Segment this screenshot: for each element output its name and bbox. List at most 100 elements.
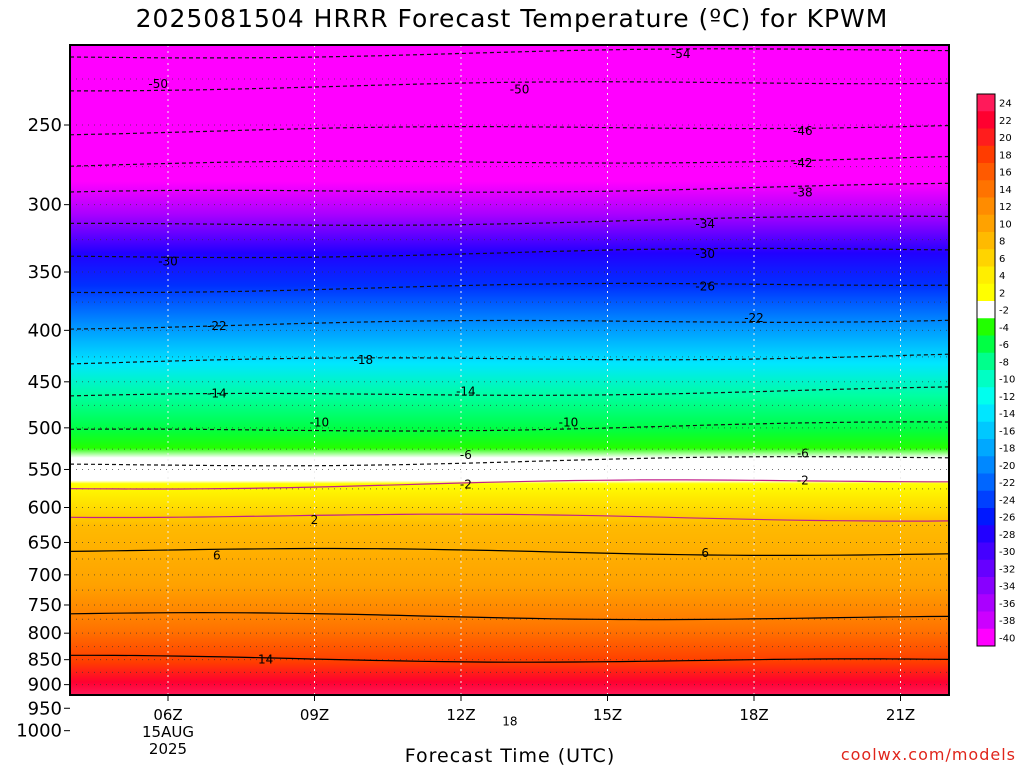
colorbar-label: 20 [999, 133, 1012, 144]
isotherm-label: 2 [311, 513, 319, 527]
isotherm-label: -30 [695, 247, 715, 261]
isotherm-label: -10 [310, 416, 330, 430]
colorbar-swatch [977, 352, 995, 371]
colorbar-swatch [977, 128, 995, 147]
colorbar-swatch [977, 404, 995, 423]
colorbar-legend: 24 22 20 18 16 14 12 10 8 6 4 2 -2 -4 -6 -8 -10 -12 -14 -16… [976, 93, 1015, 647]
colorbar-label: -6 [999, 340, 1009, 351]
y-tick-label: 450 [28, 372, 62, 393]
colorbar-label: 16 [999, 168, 1012, 179]
colorbar-label: 24 [999, 99, 1012, 110]
isotherm-line [70, 479, 949, 490]
time-gridlines [167, 45, 901, 695]
isotherm-label: -50 [510, 83, 530, 97]
isotherm-label: -14 [207, 386, 227, 400]
colorbar-label: 8 [999, 237, 1005, 248]
y-axis-ticks: 250 300 350 400 450 500 550 600 650 700 750 800 850 9… [16, 115, 70, 742]
x-tick-date-label: 15AUG [142, 723, 194, 741]
colorbar-label: -36 [999, 599, 1015, 610]
colorbar-label: 18 [999, 150, 1012, 161]
colorbar-swatch [977, 490, 995, 509]
isotherm-label: -2 [797, 474, 809, 488]
isotherm-label: -38 [793, 185, 813, 199]
isotherm-line [70, 611, 949, 621]
colorbar-swatch [977, 145, 995, 164]
colorbar-label: 2 [999, 288, 1005, 299]
x-tick-label: 12Z [446, 706, 475, 724]
x-tick-label: 18Z [739, 706, 768, 724]
colorbar-swatch [977, 197, 995, 216]
isotherm-label: -22 [207, 319, 227, 333]
colorbar-label: -8 [999, 357, 1009, 368]
y-tick-label: 300 [28, 195, 62, 216]
chart-title: 2025081504 HRRR Forecast Temperature (ºC… [135, 4, 889, 33]
isotherm-label: -26 [695, 280, 715, 294]
isotherm-label: -22 [744, 311, 764, 325]
x-tick-label: 06Z [153, 706, 182, 724]
y-tick-label: 350 [28, 262, 62, 283]
colorbar-label: -34 [999, 582, 1015, 593]
isotherm-label: -50 [148, 77, 168, 91]
colorbar-swatch [977, 525, 995, 543]
colorbar-label: -12 [999, 392, 1015, 403]
isotherm-label: -18 [354, 353, 374, 367]
isotherm-label: 6 [213, 548, 221, 562]
colorbar-label: -24 [999, 495, 1015, 506]
pressure-gridlines [70, 78, 949, 686]
colorbar-label: -2 [999, 306, 1009, 317]
isotherm-line [70, 547, 949, 556]
isotherm-label: 6 [701, 546, 709, 560]
colorbar-label: -32 [999, 564, 1015, 575]
colorbar-swatch [977, 508, 995, 526]
y-tick-label: 550 [28, 459, 62, 480]
colorbar-label: 12 [999, 202, 1012, 213]
isotherm-line [70, 654, 949, 663]
colorbar-label: -26 [999, 513, 1015, 524]
colorbar-swatch [977, 214, 995, 233]
colorbar-swatch [977, 439, 995, 457]
isotherm-label: -34 [695, 217, 715, 231]
colorbar-label: 6 [999, 254, 1005, 265]
y-tick-label: 500 [28, 418, 62, 439]
colorbar-label: 22 [999, 116, 1012, 127]
colorbar-label: -40 [999, 633, 1015, 644]
x-tick-label: 21Z [886, 706, 915, 724]
colorbar-swatch [977, 628, 995, 647]
colorbar-label: 4 [999, 271, 1005, 282]
y-tick-label: 600 [28, 497, 62, 518]
credit-link[interactable]: coolwx.com/models [840, 745, 1016, 764]
y-tick-label: 900 [28, 675, 62, 696]
plot-frame [69, 44, 950, 696]
colorbar-swatch [977, 180, 995, 198]
isotherm-label: -46 [793, 124, 813, 138]
colorbar-swatch [977, 577, 995, 595]
x-tick-label: 15Z [593, 706, 622, 724]
colorbar-label: -38 [999, 616, 1015, 627]
isotherm-contours [70, 48, 949, 663]
colorbar-swatch [977, 111, 995, 129]
colorbar-label: 10 [999, 219, 1012, 230]
colorbar-swatch [977, 387, 995, 405]
y-tick-label: 800 [28, 623, 62, 644]
colorbar-frame [976, 93, 996, 647]
x-axis-label: Forecast Time (UTC) [404, 745, 616, 767]
colorbar-label: -28 [999, 530, 1015, 541]
colorbar-label: -20 [999, 461, 1015, 472]
y-tick-label: 650 [28, 532, 62, 553]
y-tick-label: 950 [28, 698, 62, 719]
isotherm-label: -14 [456, 384, 476, 398]
colorbar-label: 14 [999, 185, 1012, 196]
colorbar-swatch [977, 611, 995, 630]
colorbar-label: -4 [999, 323, 1009, 334]
colorbar-label: -18 [999, 444, 1015, 455]
colorbar-swatch [977, 232, 995, 250]
y-tick-label: 250 [28, 115, 62, 136]
colorbar-swatch [977, 249, 995, 267]
colorbar-swatch [977, 594, 995, 612]
isotherm-label: 14 [258, 653, 273, 667]
isotherm-label: 18 [502, 715, 517, 729]
colorbar-swatch [977, 335, 995, 354]
colorbar-swatch [977, 456, 995, 474]
